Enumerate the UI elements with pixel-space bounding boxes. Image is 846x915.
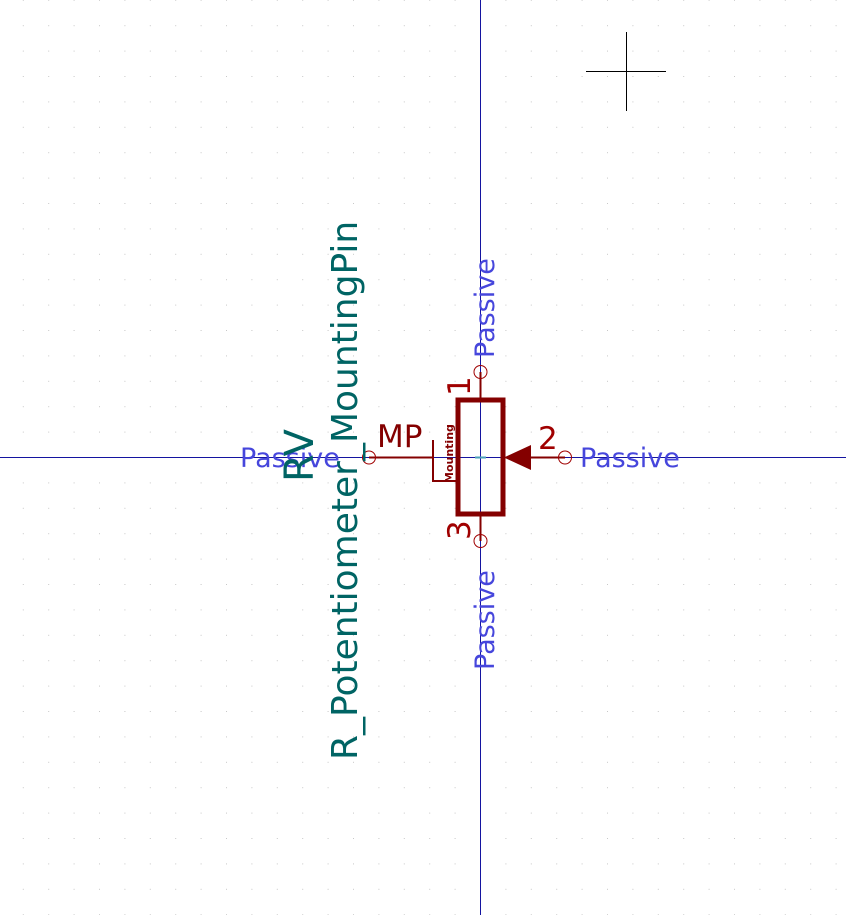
mounting-bracket: Mounting (432, 424, 456, 483)
pin-3-end-marker (473, 534, 488, 548)
resistor-body[interactable] (455, 397, 506, 517)
mounting-label: Mounting (443, 424, 456, 483)
pin-2-type: Passive (580, 443, 680, 474)
crosshair-cursor (586, 32, 666, 111)
value-field[interactable]: R_Potentiometer_MountingPin (325, 221, 366, 760)
pin-3[interactable]: 3 Passive (442, 514, 501, 670)
pin-2[interactable]: 2 Passive (504, 421, 680, 474)
pin-3-number: 3 (442, 520, 478, 540)
wiper-arrow (504, 445, 531, 470)
reference-field[interactable]: RV (277, 428, 323, 482)
pin-3-type: Passive (470, 570, 501, 670)
pin-mounting[interactable]: MP Passive (240, 419, 433, 474)
pin-mp-type: Passive (240, 443, 340, 474)
pin-mp-name: MP (377, 419, 422, 455)
pin-mp-end-marker (362, 450, 376, 465)
pin-1-number: 1 (442, 376, 478, 396)
pin-1-end-marker (473, 365, 488, 379)
pin-1[interactable]: 1 Passive (442, 258, 501, 400)
pin-2-end-marker (558, 450, 572, 465)
pin-2-number: 2 (538, 421, 558, 457)
pin-1-type: Passive (470, 258, 501, 358)
